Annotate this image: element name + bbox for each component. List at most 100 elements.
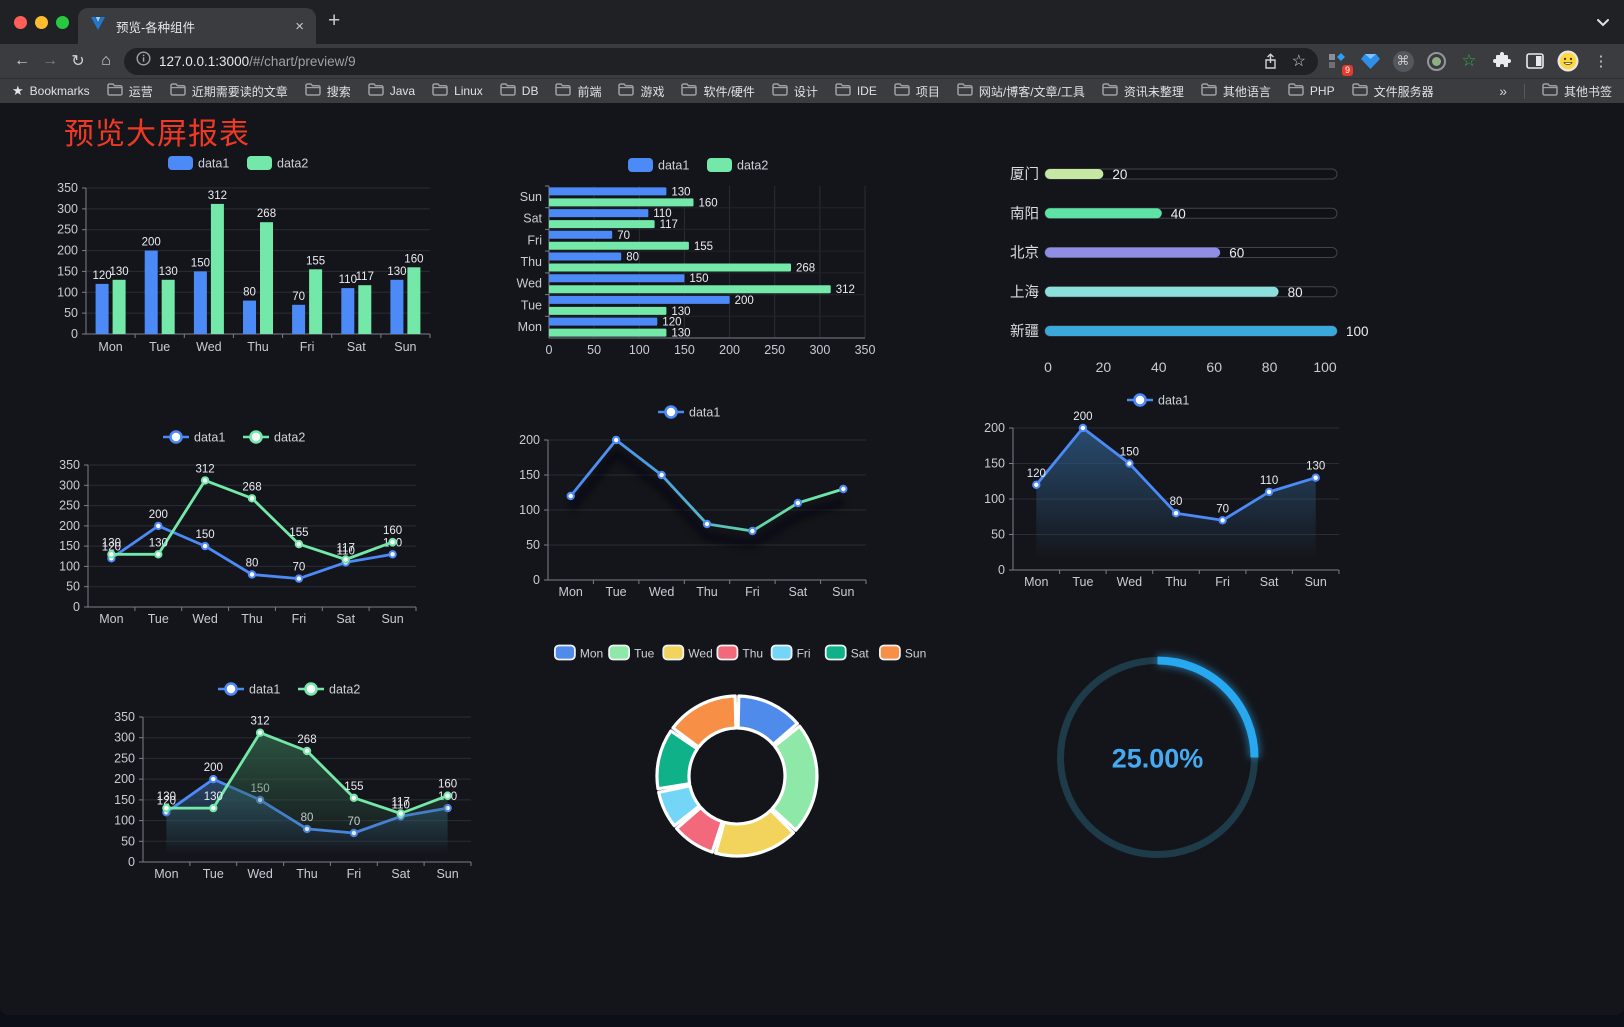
bookmark-folder[interactable]: 设计 bbox=[772, 83, 818, 100]
svg-text:Sun: Sun bbox=[381, 612, 403, 626]
svg-text:Fri: Fri bbox=[1215, 575, 1230, 589]
window-zoom-button[interactable] bbox=[56, 16, 69, 29]
svg-text:data2: data2 bbox=[737, 159, 768, 173]
bookmarks-manager[interactable]: ★ Bookmarks bbox=[12, 83, 90, 99]
svg-text:80: 80 bbox=[246, 558, 259, 570]
chart-donut[interactable]: Mon Tue Wed Thu Fri Sat Sun bbox=[545, 640, 935, 890]
bookmark-folder[interactable]: 游戏 bbox=[618, 83, 664, 100]
browser-tab[interactable]: 预览-各种组件 × bbox=[78, 8, 316, 44]
svg-text:150: 150 bbox=[674, 343, 695, 357]
bookmark-folder[interactable]: IDE bbox=[835, 83, 877, 99]
svg-text:Fri: Fri bbox=[292, 612, 307, 626]
svg-text:120: 120 bbox=[157, 795, 176, 807]
url-bar[interactable]: 127.0.0.1:3000/#/chart/preview/9 ☆ bbox=[124, 47, 1318, 75]
green-star-extension-icon[interactable]: ☆ bbox=[1461, 51, 1477, 70]
bookmark-folder[interactable]: 近期需要读的文章 bbox=[169, 83, 288, 100]
svg-text:50: 50 bbox=[991, 528, 1005, 542]
svg-text:北京: 北京 bbox=[1010, 245, 1039, 262]
bookmark-overflow-chevron[interactable]: » bbox=[1499, 83, 1507, 99]
back-icon[interactable]: ← bbox=[14, 52, 30, 69]
svg-text:130: 130 bbox=[159, 266, 178, 278]
window-minimize-button[interactable] bbox=[35, 16, 48, 29]
bookmark-folder[interactable]: DB bbox=[500, 83, 538, 99]
svg-text:data2: data2 bbox=[274, 431, 305, 445]
bookmark-folder[interactable]: 软件/硬件 bbox=[681, 83, 755, 100]
svg-text:25.00%: 25.00% bbox=[1112, 744, 1204, 774]
reload-icon[interactable]: ↻ bbox=[71, 53, 85, 70]
tab-title: 预览-各种组件 bbox=[116, 20, 196, 35]
chart-line-dual-area[interactable]: 0 50 100 150 200 250 300 350 Mon Tue Wed Thu Fri Sat S… bbox=[95, 677, 487, 892]
svg-text:Wed: Wed bbox=[192, 612, 218, 626]
bookmark-folder[interactable]: 运营 bbox=[106, 83, 153, 100]
svg-text:110: 110 bbox=[339, 274, 357, 286]
svg-text:120: 120 bbox=[1027, 468, 1046, 480]
svg-text:50: 50 bbox=[66, 580, 80, 594]
forward-icon[interactable]: → bbox=[42, 52, 58, 69]
svg-text:20: 20 bbox=[1096, 359, 1112, 375]
svg-text:Sun: Sun bbox=[1305, 575, 1327, 589]
chart-gauge[interactable]: 25.00% bbox=[1040, 640, 1275, 875]
svg-text:160: 160 bbox=[404, 253, 423, 265]
svg-text:Tue: Tue bbox=[521, 298, 542, 312]
svg-text:268: 268 bbox=[257, 208, 276, 220]
svg-text:268: 268 bbox=[297, 734, 316, 746]
chart-line-area[interactable]: 0 50 100 150 200 Mon Tue Wed Thu Fri Sat Sun 120 200 1… bbox=[965, 388, 1355, 600]
profile-avatar[interactable] bbox=[1557, 50, 1579, 72]
other-bookmarks-folder[interactable]: 其他书签 bbox=[1542, 83, 1612, 100]
svg-text:300: 300 bbox=[809, 343, 830, 357]
bookmark-folder[interactable]: 前端 bbox=[555, 83, 601, 100]
svg-text:0: 0 bbox=[546, 343, 553, 357]
bookmark-folder[interactable]: 网站/博客/文章/工具 bbox=[957, 83, 1085, 100]
bookmark-folder[interactable]: Linux bbox=[432, 83, 483, 99]
chart-line-gradient[interactable]: 0 50 100 150 200 Mon Tue Wed Thu Fri Sat Sun data1 bbox=[500, 400, 882, 610]
bookmark-star-icon[interactable]: ☆ bbox=[1291, 53, 1306, 70]
svg-text:Wed: Wed bbox=[649, 585, 675, 599]
bookmark-folder[interactable]: 其他语言 bbox=[1201, 83, 1271, 100]
folder-icon bbox=[106, 83, 123, 99]
extension-badge: 9 bbox=[1341, 65, 1353, 76]
svg-text:160: 160 bbox=[699, 197, 718, 209]
puzzle-extensions-icon[interactable] bbox=[1491, 50, 1513, 72]
new-tab-button[interactable]: + bbox=[328, 9, 341, 32]
bookmark-folder[interactable]: 项目 bbox=[894, 83, 940, 100]
gem-extension-icon[interactable] bbox=[1359, 50, 1381, 72]
svg-text:120: 120 bbox=[93, 270, 112, 282]
sidebar-toggle-icon[interactable] bbox=[1524, 50, 1546, 72]
bookmark-folder[interactable]: 文件服务器 bbox=[1351, 83, 1434, 100]
svg-text:117: 117 bbox=[660, 219, 678, 231]
svg-text:Sun: Sun bbox=[905, 647, 926, 661]
tab-close-icon[interactable]: × bbox=[295, 17, 304, 35]
chart-horizontal-bar[interactable]: 0 50 100 150 200 250 300 350 Sun 130 160 Sat 110 117 F… bbox=[505, 152, 895, 364]
folder-icon bbox=[1102, 83, 1118, 99]
record-dot-extension-icon[interactable] bbox=[1425, 50, 1447, 72]
svg-text:Sat: Sat bbox=[851, 647, 870, 661]
chart-progress-bars[interactable]: 厦门 20 南阳 40 北京 60 上海 80 新疆 100 0 20 40 60 80 100 bbox=[995, 155, 1380, 385]
bookmark-folder[interactable]: 资讯未整理 bbox=[1102, 83, 1184, 100]
command-extension-icon[interactable]: ⌘ bbox=[1392, 50, 1414, 72]
tab-search-chevron-icon[interactable] bbox=[1596, 14, 1610, 32]
site-info-icon[interactable] bbox=[136, 51, 151, 71]
chart-line-dual[interactable]: 0 50 100 150 200 250 300 350 Mon Tue Wed Thu Fri Sat S… bbox=[40, 425, 432, 637]
window-close-button[interactable] bbox=[14, 16, 27, 29]
svg-text:110: 110 bbox=[653, 208, 671, 220]
bookmark-folder[interactable]: Java bbox=[367, 83, 415, 99]
share-icon[interactable] bbox=[1263, 52, 1278, 70]
bookmark-folder[interactable]: 搜索 bbox=[304, 83, 351, 100]
folder-icon bbox=[1542, 83, 1558, 99]
svg-text:Sat: Sat bbox=[523, 212, 542, 226]
svg-text:Tue: Tue bbox=[606, 585, 627, 599]
svg-text:200: 200 bbox=[1073, 411, 1092, 423]
svg-text:Tue: Tue bbox=[148, 612, 169, 626]
svg-text:Fri: Fri bbox=[347, 867, 362, 881]
url-text: 127.0.0.1:3000/#/chart/preview/9 bbox=[159, 54, 356, 69]
folder-icon bbox=[618, 83, 635, 99]
svg-text:Sat: Sat bbox=[1260, 575, 1279, 589]
extension-grid-diamond-icon[interactable]: 9 bbox=[1326, 50, 1353, 76]
svg-text:117: 117 bbox=[392, 797, 410, 809]
svg-text:0: 0 bbox=[73, 600, 80, 614]
browser-menu-icon[interactable]: ⋮ bbox=[1593, 53, 1609, 70]
home-icon[interactable]: ⌂ bbox=[101, 52, 111, 69]
bookmark-folder[interactable]: PHP bbox=[1288, 83, 1335, 99]
svg-text:Sun: Sun bbox=[520, 190, 542, 204]
chart-grouped-bar[interactable]: 0 50 100 150 200 250 300 350 Mon 120 130 Tue 200 130 W… bbox=[40, 150, 440, 362]
